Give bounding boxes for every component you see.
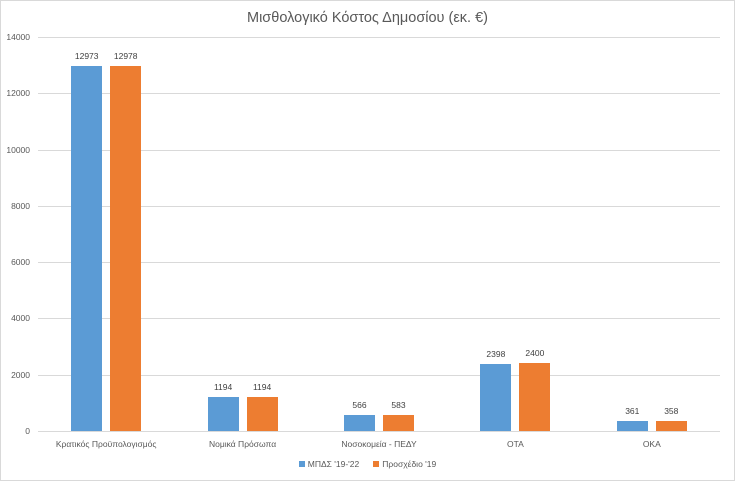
data-label: 12978 [113, 50, 138, 61]
legend-swatch-icon [373, 461, 380, 467]
x-category-label: Κρατικός Προϋπολογισμός [55, 439, 157, 449]
y-tick-label: 14000 [6, 32, 30, 42]
gridline [38, 318, 720, 320]
bar[interactable] [110, 65, 142, 431]
gridline [38, 205, 720, 207]
legend-item[interactable]: Προσχέδιο '19 [373, 459, 436, 469]
y-tick-label: 4000 [11, 313, 30, 324]
legend: ΜΠΔΣ '19-'22 Προσχέδιο '19 [0, 459, 735, 469]
x-category-label: ΟΚΑ [642, 439, 661, 449]
bar[interactable] [71, 65, 103, 431]
y-tick-label: 2000 [11, 369, 30, 380]
gridline [38, 374, 720, 376]
bar[interactable] [207, 397, 239, 431]
data-label: 2400 [525, 348, 545, 359]
data-label: 1194 [213, 382, 233, 393]
gridline [38, 431, 720, 432]
data-label: 12973 [74, 50, 99, 61]
data-label: 566 [352, 400, 367, 411]
data-label: 358 [664, 405, 679, 416]
bar[interactable] [344, 415, 375, 431]
chart-title: Μισθολογικό Κόστος Δημοσίου (εκ. €) [247, 10, 488, 26]
y-tick-label: 10000 [6, 144, 30, 155]
gridline [38, 37, 720, 38]
data-label: 2398 [486, 348, 506, 359]
bar[interactable] [616, 420, 648, 431]
bar[interactable] [480, 363, 512, 431]
bar[interactable] [246, 397, 278, 431]
gridline [38, 149, 720, 151]
legend-swatch-icon [298, 461, 305, 467]
bar[interactable] [655, 420, 687, 431]
x-category-label: Νοσοκομεία - ΠΕΔΥ [341, 439, 417, 449]
gridline [38, 93, 720, 95]
bar[interactable] [383, 414, 414, 431]
legend-item[interactable]: ΜΠΔΣ '19-'22 [298, 459, 360, 469]
y-tick-label: 6000 [11, 257, 30, 268]
legend-label: Προσχέδιο '19 [382, 459, 437, 469]
x-category-label: Νομικά Πρόσωπα [208, 439, 277, 449]
data-label: 361 [625, 405, 640, 416]
data-label: 583 [391, 399, 406, 410]
y-tick-label: 12000 [6, 88, 30, 99]
data-label: 1194 [252, 382, 272, 393]
gridline [38, 262, 720, 264]
plot-area: 0 2000 4000 6000 8000 10000 12000 14000 12973 129… [6, 32, 720, 436]
bar[interactable] [519, 363, 551, 431]
x-category-label: ΟΤΑ [506, 439, 524, 449]
y-tick-label: 0 [25, 426, 30, 436]
legend-label: ΜΠΔΣ '19-'22 [307, 459, 360, 469]
y-tick-label: 8000 [11, 200, 30, 211]
